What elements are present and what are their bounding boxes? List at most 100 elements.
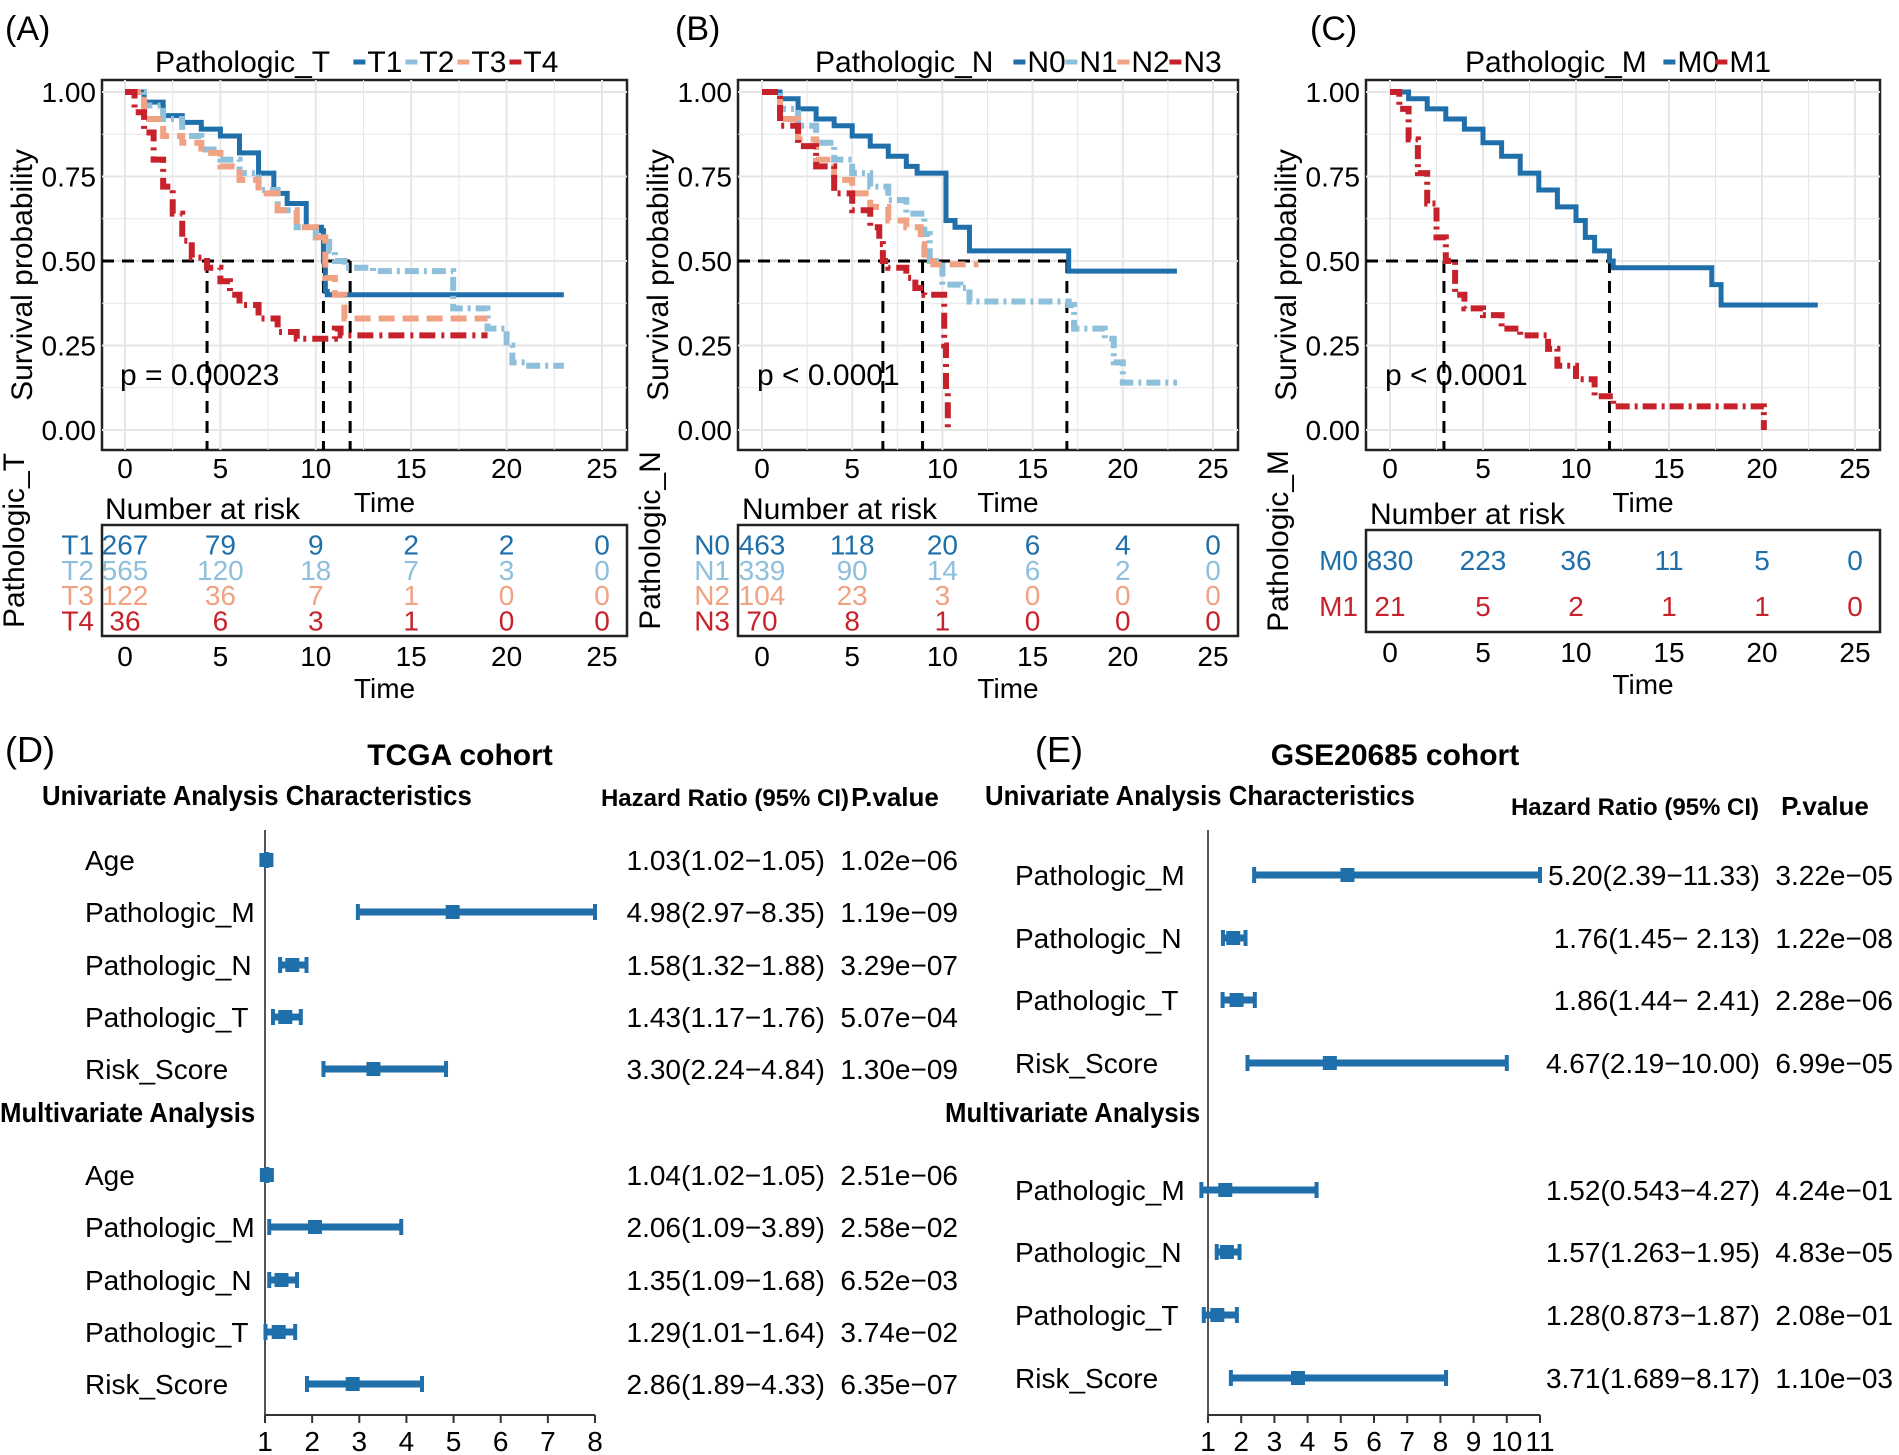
panel-letter: (B) bbox=[675, 10, 720, 48]
hr-point bbox=[285, 958, 300, 972]
p-value: p < 0.0001 bbox=[1385, 359, 1528, 392]
forest-panel-D: (D) TCGA cohort Univariate Analysis Charac… bbox=[0, 729, 958, 1455]
risk-count: 23 bbox=[837, 580, 868, 611]
risk-x-tick-label: 0 bbox=[117, 641, 133, 672]
hr-ci-value: 1.03(1.02−1.05) bbox=[627, 845, 826, 876]
risk-count: 9 bbox=[308, 530, 324, 561]
risk-count: 2 bbox=[499, 530, 515, 561]
risk-row-label-N1: N1 bbox=[694, 555, 730, 586]
p-value: 4.83e−05 bbox=[1775, 1237, 1893, 1268]
risk-table-title: Number at risk bbox=[742, 493, 938, 526]
hr-point bbox=[1226, 931, 1241, 945]
risk-count: 118 bbox=[830, 530, 875, 561]
panel-letter: (D) bbox=[5, 729, 55, 770]
km-panel-C: (C)0.000.250.500.751.000 5 10 15 20 25TimeSur… bbox=[1262, 10, 1882, 700]
legend-label-M0: M0 bbox=[1677, 46, 1719, 79]
x-tick-label: 5 bbox=[1333, 1426, 1349, 1455]
risk-x-tick-label: 20 bbox=[1746, 637, 1777, 668]
y-tick-label: 0.75 bbox=[1306, 162, 1361, 193]
y-tick-label: 0.00 bbox=[42, 415, 97, 446]
risk-count: 21 bbox=[1374, 591, 1405, 622]
risk-x-axis-label: Time bbox=[1612, 669, 1673, 700]
y-tick-label: 0.50 bbox=[1306, 246, 1361, 277]
x-tick-label: 11 bbox=[1525, 1426, 1554, 1455]
legend-label-N0: N0 bbox=[1027, 46, 1065, 79]
forest-row: Pathologic_M 2.06(1.09−3.89) 2.58e−02 bbox=[85, 1212, 958, 1243]
risk-count: 3 bbox=[935, 580, 951, 611]
hr-header: Hazard Ratio (95% CI) bbox=[601, 785, 849, 812]
risk-row-label-T1: T1 bbox=[61, 530, 94, 561]
x-tick-label: 20 bbox=[1746, 453, 1777, 484]
forest-row: Pathologic_T 1.86(1.44− 2.41) 2.28e−06 bbox=[1015, 985, 1893, 1016]
legend-label-N1: N1 bbox=[1079, 46, 1117, 79]
survival-curve-N0 bbox=[762, 89, 1177, 274]
risk-count: 36 bbox=[109, 605, 140, 636]
forest-title: TCGA cohort bbox=[367, 739, 553, 772]
risk-count: 0 bbox=[1025, 605, 1041, 636]
x-tick-label: 0 bbox=[754, 453, 770, 484]
risk-x-tick-label: 5 bbox=[1475, 637, 1491, 668]
row-label: Pathologic_M bbox=[1015, 1175, 1185, 1206]
risk-count: 5 bbox=[1754, 545, 1770, 576]
hr-ci-value: 2.06(1.09−3.89) bbox=[627, 1212, 826, 1243]
legend-label-T4: T4 bbox=[523, 46, 558, 79]
p-value: p < 0.0001 bbox=[757, 359, 900, 392]
p-value: p = 0.00023 bbox=[120, 359, 279, 392]
hr-point bbox=[307, 1220, 322, 1234]
risk-row-label-M1: M1 bbox=[1319, 591, 1358, 622]
survival-curve-N3 bbox=[762, 89, 951, 430]
risk-x-tick-label: 15 bbox=[1653, 637, 1684, 668]
risk-count: 339 bbox=[739, 555, 786, 586]
risk-count: 0 bbox=[594, 605, 610, 636]
risk-count: 14 bbox=[927, 555, 958, 586]
risk-count: 7 bbox=[308, 580, 324, 611]
x-tick-label: 9 bbox=[1466, 1426, 1482, 1455]
risk-count: 70 bbox=[746, 605, 777, 636]
p-value: 1.10e−03 bbox=[1775, 1363, 1893, 1394]
forest-row: Pathologic_T 1.43(1.17−1.76) 5.07e−04 bbox=[85, 1002, 958, 1033]
forest-row: Risk_Score 3.71(1.689−8.17) 1.10e−03 bbox=[1015, 1363, 1893, 1394]
risk-count: 79 bbox=[205, 530, 236, 561]
p-value: 5.07e−04 bbox=[840, 1002, 958, 1033]
hr-point bbox=[1210, 1308, 1225, 1322]
x-tick-label: 25 bbox=[1839, 453, 1870, 484]
risk-row-label-T2: T2 bbox=[61, 555, 94, 586]
row-label: Pathologic_T bbox=[85, 1002, 248, 1033]
p-value: 6.99e−05 bbox=[1775, 1048, 1893, 1079]
y-axis-label: Survival probability bbox=[6, 149, 39, 401]
forest-row: Risk_Score 2.86(1.89−4.33) 6.35e−07 bbox=[85, 1369, 958, 1400]
risk-x-axis-label: Time bbox=[977, 673, 1038, 704]
hr-point bbox=[259, 1168, 274, 1182]
x-tick-label: 5 bbox=[1475, 453, 1491, 484]
forest-panel-E: (E) GSE20685 cohort Univariate Analysis Ch… bbox=[945, 729, 1893, 1455]
row-label: Pathologic_N bbox=[85, 1265, 252, 1296]
forest-row: Pathologic_N 1.57(1.263−1.95) 4.83e−05 bbox=[1015, 1237, 1893, 1268]
risk-x-tick-label: 10 bbox=[927, 641, 958, 672]
y-tick-label: 0.75 bbox=[678, 162, 733, 193]
hr-point bbox=[345, 1377, 360, 1391]
risk-count: 122 bbox=[102, 580, 149, 611]
risk-x-axis-label: Time bbox=[354, 673, 415, 704]
forest-row: Pathologic_T 1.28(0.873−1.87) 2.08e−01 bbox=[1015, 1300, 1893, 1331]
p-value: 6.52e−03 bbox=[840, 1265, 958, 1296]
risk-count: 2 bbox=[1115, 555, 1131, 586]
forest-row: Pathologic_N 1.58(1.32−1.88) 3.29e−07 bbox=[85, 950, 958, 981]
x-tick-label: 8 bbox=[1433, 1426, 1449, 1455]
p-value: 2.58e−02 bbox=[840, 1212, 958, 1243]
row-label: Risk_Score bbox=[85, 1369, 228, 1400]
p-value: 3.22e−05 bbox=[1775, 860, 1893, 891]
risk-count: 104 bbox=[739, 580, 786, 611]
survival-curve-T3 bbox=[125, 89, 488, 322]
row-label: Pathologic_M bbox=[85, 1212, 255, 1243]
x-tick-label: 6 bbox=[493, 1426, 509, 1455]
x-tick-label: 20 bbox=[1107, 453, 1138, 484]
x-tick-label: 15 bbox=[1653, 453, 1684, 484]
risk-count: 2 bbox=[1568, 591, 1584, 622]
risk-count: 463 bbox=[739, 530, 786, 561]
p-header: P.value bbox=[851, 782, 939, 812]
legend-label-T2: T2 bbox=[419, 46, 454, 79]
hr-point bbox=[274, 1273, 289, 1287]
legend-label-T1: T1 bbox=[367, 46, 402, 79]
p-value: 1.30e−09 bbox=[840, 1054, 958, 1085]
forest-title: GSE20685 cohort bbox=[1271, 739, 1519, 772]
